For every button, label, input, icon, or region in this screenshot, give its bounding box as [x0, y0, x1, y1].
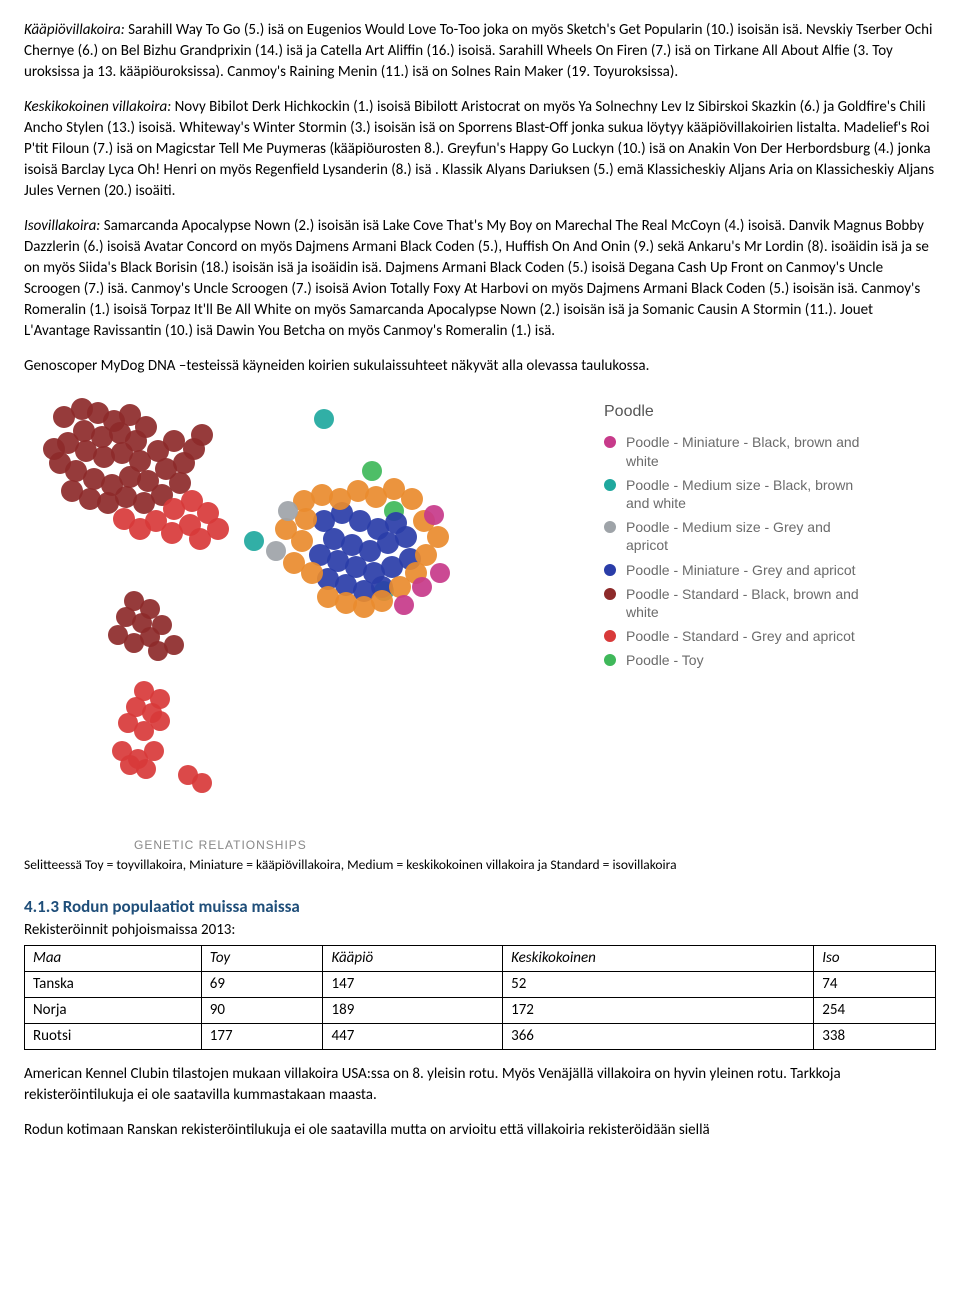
scatter-point	[317, 586, 339, 608]
legend-dot-icon	[604, 588, 616, 600]
scatter-point	[144, 741, 164, 761]
legend-label: Poodle - Medium size - Grey and apricot	[626, 518, 864, 554]
table-cell: Norja	[25, 998, 202, 1024]
legend-item: Poodle - Medium size - Black, brown and …	[604, 476, 864, 512]
section-413-para2: Rodun kotimaan Ranskan rekisteröintiluku…	[24, 1120, 936, 1141]
scatter-point	[244, 531, 264, 551]
scatter-point	[427, 526, 449, 548]
scatter-point	[389, 576, 411, 598]
genetic-chart-block: Poodle Poodle - Miniature - Black, brown…	[24, 391, 936, 831]
table-header: Iso	[814, 946, 936, 972]
legend-dot-icon	[604, 564, 616, 576]
table-cell: 447	[323, 1024, 503, 1050]
table-cell: Tanska	[25, 972, 202, 998]
table-cell: Ruotsi	[25, 1024, 202, 1050]
legend-dot-icon	[604, 521, 616, 533]
scatter-point	[401, 488, 423, 510]
legend-dot-icon	[604, 654, 616, 666]
para-standard: Isovillakoira: Samarcanda Apocalypse Now…	[24, 216, 936, 342]
para-miniature-text: Sarahill Way To Go (5.) isä on Eugenios …	[24, 21, 932, 81]
section-413-subline: Rekisteröinnit pohjoismaissa 2013:	[24, 920, 936, 941]
scatter-point	[163, 430, 185, 452]
table-header: Keskikokoinen	[503, 946, 814, 972]
legend-dot-icon	[604, 479, 616, 491]
section-413-heading: 4.1.3 Rodun populaatiot muissa maissa	[24, 895, 936, 919]
table-cell: 366	[503, 1024, 814, 1050]
scatter-point	[295, 508, 317, 530]
chart-legend: Poodle Poodle - Miniature - Black, brown…	[584, 391, 864, 675]
table-header: Maa	[25, 946, 202, 972]
scatter-point	[120, 755, 140, 775]
table-cell: 254	[814, 998, 936, 1024]
table-cell: 189	[323, 998, 503, 1024]
legend-item: Poodle - Standard - Grey and apricot	[604, 627, 864, 645]
para-miniature: Kääpiövillakoira: Sarahill Way To Go (5.…	[24, 20, 936, 83]
para-standard-text: Samarcanda Apocalypse Nown (2.) isoisän …	[24, 217, 929, 340]
table-cell: 74	[814, 972, 936, 998]
para-medium-title: Keskikokoinen villakoira:	[24, 98, 171, 116]
legend-label: Poodle - Toy	[626, 651, 704, 669]
scatter-point	[164, 635, 184, 655]
legend-label: Poodle - Miniature - Black, brown and wh…	[626, 433, 864, 469]
section-413-para1: American Kennel Clubin tilastojen mukaan…	[24, 1064, 936, 1106]
table-row: Tanska691475274	[25, 972, 936, 998]
legend-label: Poodle - Standard - Black, brown and whi…	[626, 585, 864, 621]
para-standard-title: Isovillakoira:	[24, 217, 100, 235]
table-cell: 338	[814, 1024, 936, 1050]
scatter-point	[395, 526, 417, 548]
scatter-point	[113, 508, 135, 530]
scatter-point	[278, 501, 298, 521]
table-cell: 90	[201, 998, 323, 1024]
scatter-point	[301, 562, 323, 584]
chart-caption-label: GENETIC RELATIONSHIPS	[134, 837, 936, 854]
scatter-point	[430, 563, 450, 583]
scatter-point	[169, 472, 191, 494]
legend-item: Poodle - Standard - Black, brown and whi…	[604, 585, 864, 621]
table-cell: 147	[323, 972, 503, 998]
scatter-point	[394, 595, 414, 615]
scatter-point	[207, 518, 229, 540]
scatter-point	[152, 615, 172, 635]
scatter-point	[314, 409, 334, 429]
legend-label: Poodle - Miniature - Grey and apricot	[626, 561, 856, 579]
scatter-point	[116, 607, 136, 627]
table-cell: 69	[201, 972, 323, 998]
chart-caption: Selitteessä Toy = toyvillakoira, Miniatu…	[24, 856, 936, 875]
scatter-point	[150, 711, 170, 731]
legend-dot-icon	[604, 630, 616, 642]
table-row: Norja90189172254	[25, 998, 936, 1024]
scatter-point	[192, 773, 212, 793]
scatter-plot	[24, 391, 584, 831]
dna-intro: Genoscoper MyDog DNA –testeissä käyneide…	[24, 356, 936, 377]
scatter-point	[424, 505, 444, 525]
legend-item: Poodle - Miniature - Black, brown and wh…	[604, 433, 864, 469]
table-cell: 52	[503, 972, 814, 998]
registration-table: MaaToyKääpiöKeskikokoinenIso Tanska69147…	[24, 945, 936, 1050]
legend-dot-icon	[604, 436, 616, 448]
table-header: Kääpiö	[323, 946, 503, 972]
legend-item: Poodle - Toy	[604, 651, 864, 669]
scatter-point	[362, 461, 382, 481]
scatter-point	[266, 541, 286, 561]
para-medium: Keskikokoinen villakoira: Novy Bibilot D…	[24, 97, 936, 202]
table-cell: 177	[201, 1024, 323, 1050]
legend-item: Poodle - Miniature - Grey and apricot	[604, 561, 864, 579]
scatter-point	[191, 424, 213, 446]
legend-label: Poodle - Medium size - Black, brown and …	[626, 476, 864, 512]
legend-label: Poodle - Standard - Grey and apricot	[626, 627, 855, 645]
scatter-point	[412, 577, 432, 597]
scatter-point	[43, 438, 65, 460]
table-row: Ruotsi177447366338	[25, 1024, 936, 1050]
para-miniature-title: Kääpiövillakoira:	[24, 21, 125, 39]
scatter-point	[291, 530, 313, 552]
table-header: Toy	[201, 946, 323, 972]
table-cell: 172	[503, 998, 814, 1024]
legend-title: Poodle	[604, 401, 864, 423]
legend-item: Poodle - Medium size - Grey and apricot	[604, 518, 864, 554]
